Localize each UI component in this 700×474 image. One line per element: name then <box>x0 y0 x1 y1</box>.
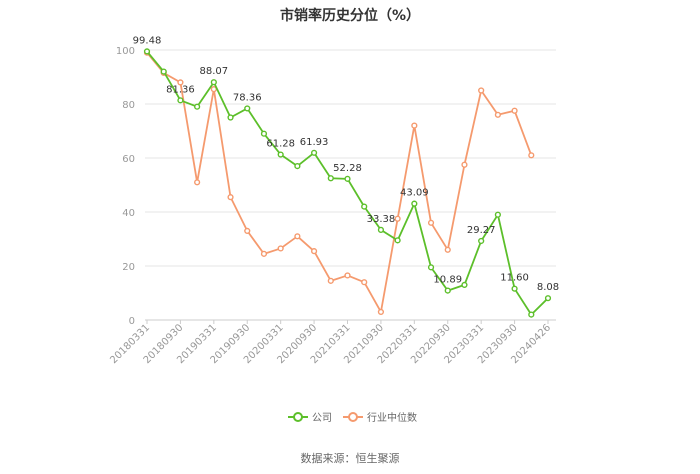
legend-industry-marker <box>348 412 358 422</box>
grid-layer <box>145 49 556 321</box>
data-point-company[interactable] <box>361 203 368 210</box>
data-point-industry[interactable] <box>260 250 268 257</box>
data-point-company[interactable] <box>544 295 552 302</box>
data-point-company[interactable] <box>244 105 251 112</box>
data-point-company[interactable] <box>411 200 418 207</box>
data-source: 数据来源：恒生聚源 <box>301 451 400 465</box>
data-point-company[interactable] <box>143 48 151 55</box>
data-point-company[interactable] <box>427 264 435 271</box>
legend-item-company[interactable]: 公司 <box>288 412 332 424</box>
data-label: 99.48 <box>133 35 162 46</box>
y-tick-label: 100 <box>116 46 135 57</box>
data-point-industry[interactable] <box>361 279 368 286</box>
data-point-industry[interactable] <box>194 179 201 186</box>
data-point-company[interactable] <box>327 175 334 182</box>
data-point-industry[interactable] <box>177 79 184 86</box>
data-label: 61.28 <box>266 139 295 150</box>
data-label: 29.27 <box>467 225 496 236</box>
data-point-industry[interactable] <box>294 233 301 240</box>
data-point-company[interactable] <box>227 114 234 121</box>
data-point-company[interactable] <box>310 149 318 156</box>
data-point-company[interactable] <box>177 97 184 104</box>
data-point-industry[interactable] <box>461 161 468 168</box>
data-point-industry[interactable] <box>444 246 451 253</box>
data-point-industry[interactable] <box>427 219 435 226</box>
data-point-industry[interactable] <box>227 194 234 201</box>
data-point-industry[interactable] <box>377 308 385 316</box>
data-point-industry[interactable] <box>478 87 485 94</box>
data-point-company[interactable] <box>160 68 167 75</box>
data-point-industry[interactable] <box>494 111 501 118</box>
y-tick-label: 80 <box>122 100 135 111</box>
data-label: 81.36 <box>166 84 195 95</box>
data-point-company[interactable] <box>260 130 268 137</box>
y-tick-label: 20 <box>122 262 135 273</box>
data-point-company[interactable] <box>194 103 201 110</box>
data-point-company[interactable] <box>511 285 518 292</box>
data-point-company[interactable] <box>494 211 501 218</box>
data-point-company[interactable] <box>394 237 401 244</box>
data-label: 78.36 <box>233 92 262 103</box>
data-point-company[interactable] <box>210 79 217 86</box>
data-label: 11.60 <box>500 273 529 284</box>
data-label: 10.89 <box>433 275 462 286</box>
data-point-industry[interactable] <box>327 277 334 284</box>
data-point-company[interactable] <box>528 311 535 318</box>
legend-item-industry[interactable]: 行业中位数 <box>343 411 417 424</box>
data-label: 61.93 <box>300 137 329 148</box>
data-point-industry[interactable] <box>528 152 535 159</box>
data-point-company[interactable] <box>344 175 351 182</box>
data-point-industry[interactable] <box>310 248 318 255</box>
data-point-company[interactable] <box>294 163 301 170</box>
data-label: 88.07 <box>200 66 229 77</box>
legend-industry-label: 行业中位数 <box>367 411 417 424</box>
label-layer: 99.48 81.36 88.07 78.36 61.28 61.93 52.28 33.38… <box>133 35 559 293</box>
chart-title: 市销率历史分位（%） <box>280 7 420 24</box>
data-point-company[interactable] <box>461 281 468 289</box>
legend-company-marker <box>293 412 303 422</box>
data-point-industry[interactable] <box>277 245 284 252</box>
series-layer <box>143 48 552 318</box>
data-label: 52.28 <box>333 163 362 174</box>
legend-company-label: 公司 <box>312 413 332 424</box>
y-tick-label: 40 <box>122 208 135 219</box>
data-label: 8.08 <box>537 282 559 293</box>
data-label: 43.09 <box>400 188 429 199</box>
data-point-company[interactable] <box>444 287 451 294</box>
data-point-company[interactable] <box>377 226 385 233</box>
legend: 公司 行业中位数 <box>288 411 417 424</box>
data-point-industry[interactable] <box>394 215 401 222</box>
y-tick-label: 0 <box>129 316 135 327</box>
data-point-industry[interactable] <box>511 107 518 114</box>
data-label: 33.38 <box>367 214 396 225</box>
data-point-company[interactable] <box>478 237 485 245</box>
data-point-industry[interactable] <box>411 122 418 129</box>
series-line-industry <box>146 52 533 313</box>
y-tick-label: 60 <box>122 154 135 165</box>
data-point-industry[interactable] <box>344 272 351 279</box>
data-point-industry[interactable] <box>244 227 251 235</box>
data-point-company[interactable] <box>277 151 284 158</box>
